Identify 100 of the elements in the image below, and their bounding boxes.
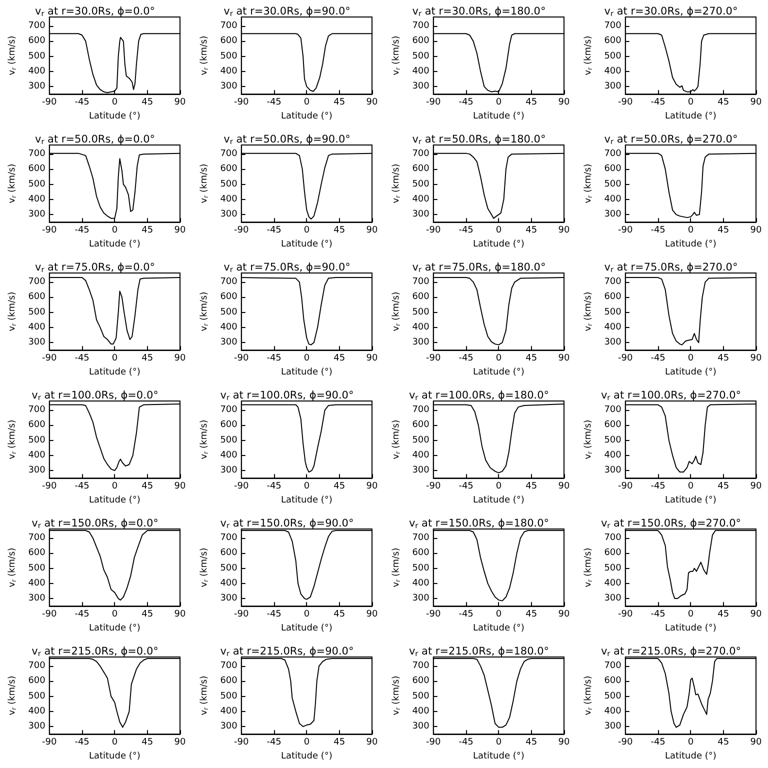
- x-tick-label: -90: [426, 98, 441, 108]
- x-tick-label: -90: [42, 482, 57, 492]
- x-tick-label: 0: [496, 738, 502, 748]
- y-tick-label: 600: [604, 292, 622, 302]
- y-tick-label: 700: [220, 405, 238, 416]
- y-tick-label: 500: [28, 563, 46, 574]
- x-axis-title: Latitude (°): [88, 624, 140, 634]
- y-tick-label: 400: [604, 66, 622, 76]
- x-tick-label: 45: [334, 226, 346, 236]
- x-tick-label: 45: [142, 738, 154, 748]
- x-tick-label: 90: [750, 354, 762, 364]
- y-tick-label: 300: [28, 338, 46, 348]
- x-axis-title: Latitude (°): [664, 496, 716, 506]
- x-tick-label: 90: [750, 610, 762, 620]
- y-tick-label: 400: [604, 578, 622, 588]
- x-tick-label: 0: [304, 354, 310, 364]
- x-tick-label: -90: [618, 226, 633, 236]
- x-tick-label: 90: [174, 610, 186, 620]
- y-tick-label: 500: [220, 691, 238, 702]
- y-tick-label: 700: [604, 21, 622, 32]
- y-tick-label: 600: [604, 420, 622, 430]
- y-tick-label: 600: [220, 164, 238, 174]
- y-tick-label: 500: [412, 435, 430, 446]
- x-tick-label: 0: [112, 354, 118, 364]
- y-tick-label: 300: [412, 594, 430, 604]
- x-tick-label: 45: [142, 610, 154, 620]
- x-tick-label: 0: [688, 354, 694, 364]
- x-tick-label: -45: [74, 226, 90, 236]
- y-tick-label: 600: [412, 164, 430, 174]
- x-tick-label: -90: [426, 226, 441, 236]
- x-tick-label: 0: [112, 482, 118, 492]
- y-tick-label: 500: [604, 307, 622, 318]
- y-tick-label: 700: [28, 405, 46, 416]
- y-tick-label: 400: [412, 194, 430, 204]
- y-tick-label: 300: [28, 210, 46, 220]
- x-axis-title: Latitude (°): [664, 624, 716, 634]
- y-tick-label: 400: [604, 194, 622, 204]
- y-tick-label: 700: [412, 21, 430, 32]
- y-tick-label: 600: [28, 164, 46, 174]
- y-tick-label: 500: [604, 51, 622, 62]
- x-tick-label: 90: [174, 226, 186, 236]
- x-tick-label: -45: [458, 482, 474, 492]
- x-tick-label: 0: [112, 610, 118, 620]
- y-tick-label: 400: [220, 706, 238, 716]
- y-tick-label: 600: [220, 548, 238, 558]
- x-tick-label: 90: [174, 482, 186, 492]
- x-tick-label: 45: [334, 482, 346, 492]
- y-tick-label: 700: [28, 21, 46, 32]
- y-tick-label: 500: [412, 563, 430, 574]
- y-tick-label: 300: [604, 82, 622, 92]
- x-tick-label: 90: [366, 226, 378, 236]
- y-tick-label: 300: [220, 722, 238, 732]
- x-tick-label: -90: [234, 226, 249, 236]
- x-tick-label: 45: [526, 482, 538, 492]
- y-tick-label: 700: [28, 277, 46, 288]
- x-axis-title: Latitude (°): [88, 368, 140, 378]
- x-tick-label: -90: [426, 354, 441, 364]
- x-tick-label: 90: [174, 98, 186, 108]
- y-tick-label: 400: [412, 578, 430, 588]
- x-axis-title: Latitude (°): [88, 112, 140, 122]
- x-tick-label: 90: [558, 226, 570, 236]
- x-tick-label: 0: [496, 610, 502, 620]
- x-tick-label: 45: [334, 610, 346, 620]
- x-axis-title: Latitude (°): [280, 624, 332, 634]
- x-tick-label: -45: [266, 226, 282, 236]
- y-tick-label: 700: [604, 661, 622, 672]
- y-tick-label: 400: [604, 706, 622, 716]
- y-tick-label: 600: [412, 36, 430, 46]
- x-axis-title: Latitude (°): [664, 112, 716, 122]
- y-tick-label: 300: [28, 722, 46, 732]
- x-tick-label: 0: [688, 98, 694, 108]
- x-tick-label: 0: [304, 482, 310, 492]
- y-tick-label: 400: [220, 450, 238, 460]
- y-tick-label: 300: [28, 594, 46, 604]
- y-tick-label: 600: [412, 420, 430, 430]
- y-tick-label: 400: [28, 706, 46, 716]
- x-axis-title: Latitude (°): [472, 752, 524, 762]
- x-tick-label: -90: [234, 738, 249, 748]
- y-tick-label: 600: [28, 676, 46, 686]
- y-tick-label: 300: [604, 722, 622, 732]
- x-tick-label: -45: [650, 98, 666, 108]
- x-tick-label: -90: [42, 226, 57, 236]
- y-tick-label: 500: [412, 307, 430, 318]
- x-axis-title: Latitude (°): [280, 368, 332, 378]
- y-tick-label: 700: [28, 661, 46, 672]
- y-tick-label: 700: [412, 149, 430, 160]
- x-tick-label: 45: [718, 226, 730, 236]
- x-tick-label: 0: [304, 610, 310, 620]
- x-tick-label: -45: [458, 354, 474, 364]
- x-tick-label: 90: [366, 610, 378, 620]
- y-tick-label: 300: [604, 594, 622, 604]
- y-tick-label: 400: [28, 66, 46, 76]
- x-axis-title: Latitude (°): [280, 496, 332, 506]
- x-tick-label: 45: [718, 98, 730, 108]
- x-tick-label: -45: [266, 738, 282, 748]
- x-tick-label: 45: [718, 482, 730, 492]
- x-tick-label: -45: [458, 738, 474, 748]
- x-tick-label: -90: [618, 354, 633, 364]
- y-tick-label: 300: [220, 210, 238, 220]
- x-axis-title: Latitude (°): [664, 240, 716, 250]
